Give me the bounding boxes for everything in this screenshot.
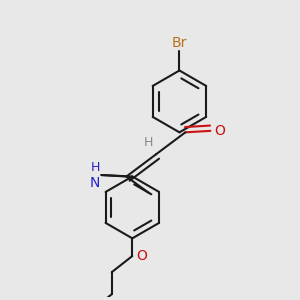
Text: H: H — [144, 136, 153, 149]
Text: Br: Br — [172, 36, 187, 50]
Text: H: H — [91, 160, 100, 174]
Text: O: O — [214, 124, 225, 138]
Text: O: O — [136, 249, 147, 263]
Text: N: N — [90, 176, 100, 190]
